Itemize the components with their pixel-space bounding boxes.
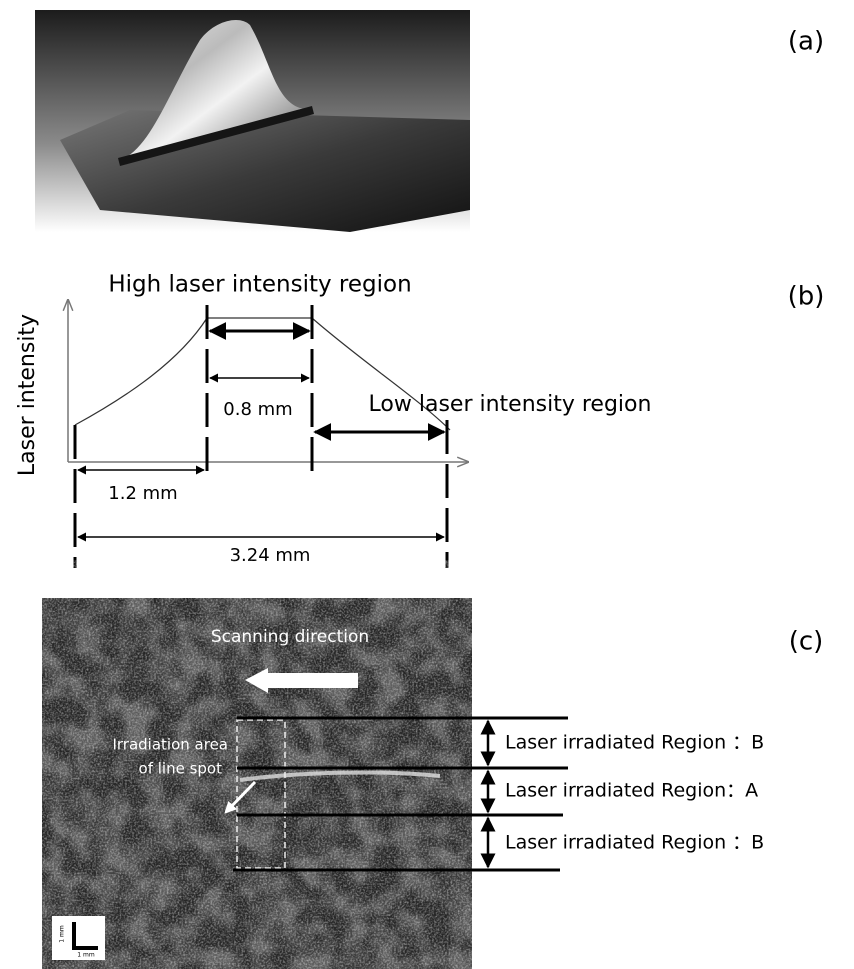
scan-arrow [245,668,358,693]
scale-label: 1 mm [59,925,66,943]
annotation: High laser intensity region [108,272,411,298]
dimension-arrows [77,322,446,542]
dashed-guides [73,305,449,568]
area-label: of line spot [139,760,223,778]
track-glow [239,770,441,782]
dimension-label: 1.2 mm [108,483,177,504]
panel-label: (a) [788,27,824,57]
panel-label: (b) [788,282,825,312]
region-label: Laser irradiated Region：A [505,780,758,802]
scan-label: Scanning direction [211,627,369,647]
area-label: Irradiation area [112,736,228,754]
scale-bar: 1 mm 1 mm [52,916,105,960]
annotation: Low laser intensity region [369,392,652,417]
region-lines [233,716,568,872]
y-axis-label: Laser intensity [15,314,40,476]
panel-label: (c) [789,627,824,657]
region-label: Laser irradiated Region ：B [505,732,764,754]
panel-c: Scanning direction Irradiation area of l… [42,598,823,969]
dimension-label: 3.24 mm [230,545,311,566]
panel-a: (a) [35,10,824,232]
panel-b: Laser intensity High laser intensity reg… [15,272,825,568]
track [118,106,314,166]
scale-label: 1 mm [77,952,95,959]
dimension-label: 0.8 mm [223,399,292,420]
micrograph-grain [42,598,472,969]
intensity-hill [120,20,310,162]
area-arrow [224,780,257,814]
intensity-curve [74,317,451,431]
spot-area [236,719,286,869]
region-label: Laser irradiated Region ：B [505,832,764,854]
